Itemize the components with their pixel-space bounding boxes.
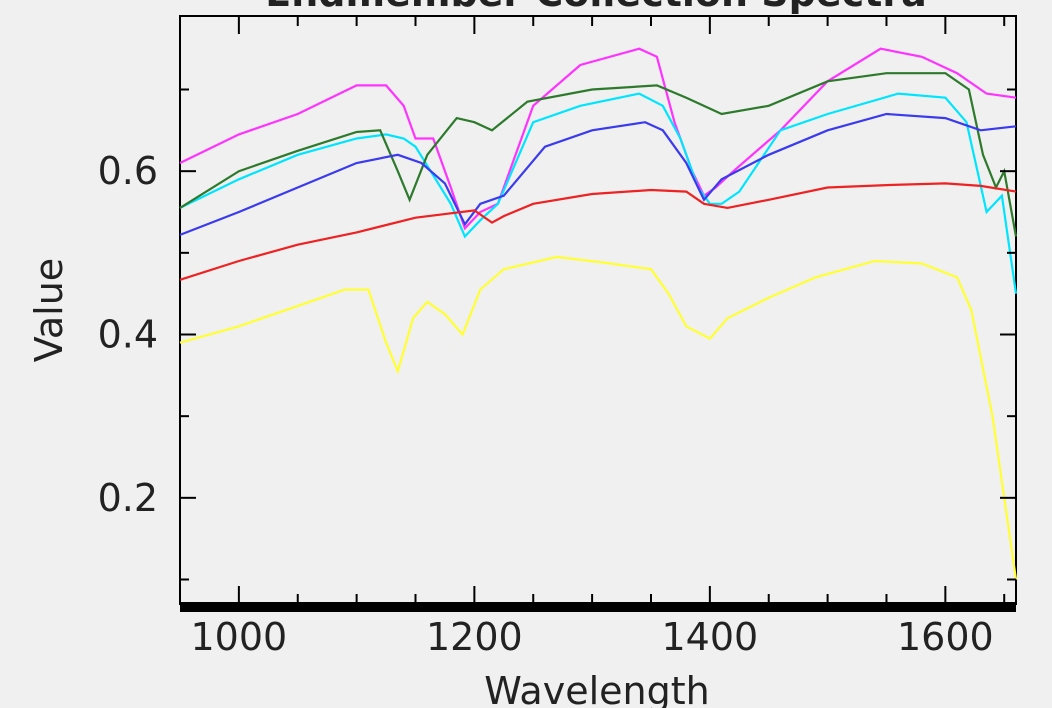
x-tick-label: 1000 [191, 615, 288, 659]
plot-area [179, 15, 1017, 605]
x-tick-label: 1200 [426, 615, 523, 659]
series-line-1 [179, 47, 1017, 231]
x-axis-bar [180, 602, 1016, 612]
series-line-5 [179, 182, 1017, 281]
x-tick-label: 1600 [897, 615, 994, 659]
series-line-6 [179, 255, 1018, 580]
series-line-4 [179, 112, 1017, 236]
y-axis-title: Value [27, 258, 71, 362]
chart-title: Endmember Collection Spectra [265, 0, 926, 15]
y-tick-label: 0.4 [98, 313, 158, 357]
y-tick-label: 0.2 [98, 476, 158, 520]
y-tick-label: 0.6 [98, 149, 158, 193]
x-axis-ticks: 1000 1200 1400 1600 [179, 16, 1006, 659]
x-axis-title: Wavelength [484, 669, 709, 708]
y-axis-ticks: 0.2 0.4 0.6 [98, 88, 1016, 581]
series-group [179, 47, 1018, 580]
series-line-3 [179, 72, 1018, 237]
x-tick-label: 1400 [661, 615, 758, 659]
series-line-2 [179, 92, 1018, 294]
